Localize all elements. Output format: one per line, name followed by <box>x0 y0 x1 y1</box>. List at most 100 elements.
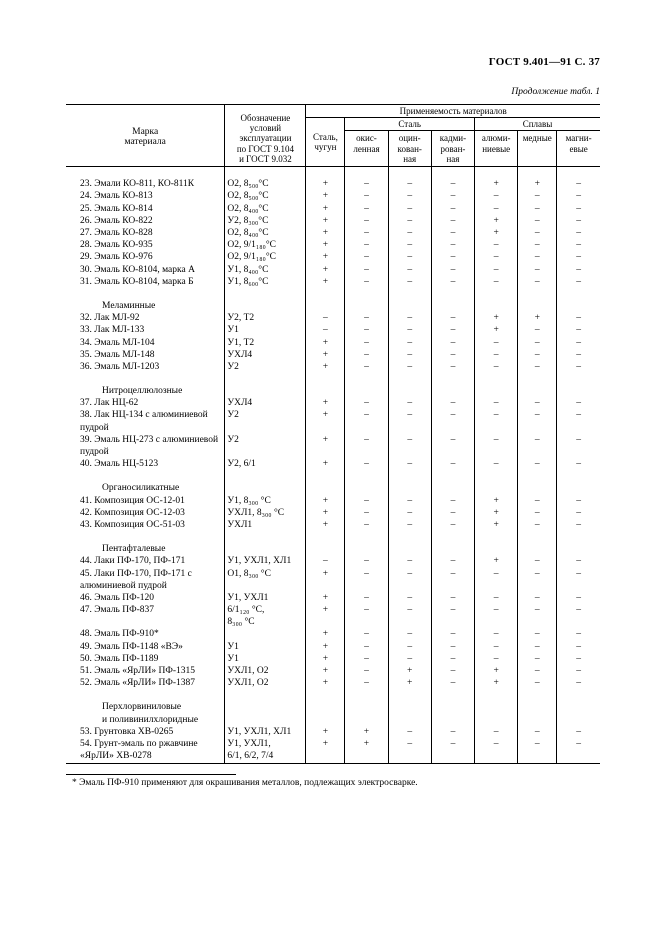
col-sub-0: окис- ленная <box>345 131 388 167</box>
applicability-cell: – <box>388 410 431 422</box>
applicability-cell: – <box>345 569 388 581</box>
applicability-cell: – <box>557 240 600 252</box>
applicability-cell: – <box>431 435 474 447</box>
applicability-cell: + <box>518 313 557 325</box>
applicability-cell: – <box>431 313 474 325</box>
applicability-cell: – <box>345 556 388 568</box>
applicability-cell: – <box>345 362 388 374</box>
applicability-cell: + <box>475 678 518 690</box>
applicability-cell: – <box>388 179 431 191</box>
applicability-cell: – <box>431 459 474 471</box>
designation: О2, 8₄₀₀°С <box>225 228 306 240</box>
applicability-cell: – <box>431 216 474 228</box>
applicability-cell: – <box>388 629 431 641</box>
applicability-cell: – <box>388 191 431 203</box>
applicability-cell: – <box>345 204 388 216</box>
applicability-cell: + <box>306 252 345 264</box>
designation: У1, 8₄₀₀°С <box>225 265 306 277</box>
material-name: 29. Эмаль КО-976 <box>66 252 225 264</box>
applicability-cell: – <box>388 398 431 410</box>
material-name: пудрой <box>66 423 225 435</box>
applicability-cell: – <box>345 459 388 471</box>
applicability-cell: + <box>306 459 345 471</box>
applicability-cell: – <box>431 727 474 739</box>
section-title: Органосиликатные <box>66 483 225 495</box>
applicability-cell: – <box>388 325 431 337</box>
applicability-cell <box>431 581 474 593</box>
applicability-cell: + <box>306 569 345 581</box>
applicability-cell: – <box>518 216 557 228</box>
designation: 6/1₁₂₀ °С, <box>225 605 306 617</box>
applicability-cell <box>431 751 474 764</box>
applicability-cell: – <box>475 739 518 751</box>
applicability-cell: + <box>306 179 345 191</box>
designation: 8₃₀₀ °С <box>225 617 306 629</box>
footnote-separator <box>66 774 236 775</box>
applicability-cell: – <box>345 520 388 532</box>
applicability-cell: – <box>306 325 345 337</box>
applicability-cell: – <box>557 398 600 410</box>
applicability-cell <box>388 581 431 593</box>
applicability-cell: – <box>475 654 518 666</box>
applicability-cell <box>306 617 345 629</box>
material-name: 40. Эмаль НЦ-5123 <box>66 459 225 471</box>
section-title: Пентафталевые <box>66 544 225 556</box>
applicability-cell <box>557 617 600 629</box>
applicability-cell: – <box>475 240 518 252</box>
applicability-cell <box>518 581 557 593</box>
designation: 6/1, 6/2, 7/4 <box>225 751 306 764</box>
applicability-cell <box>431 617 474 629</box>
applicability-cell: – <box>431 666 474 678</box>
applicability-cell: + <box>306 362 345 374</box>
applicability-cell: – <box>557 252 600 264</box>
material-name: 52. Эмаль «ЯрЛИ» ПФ-1387 <box>66 678 225 690</box>
applicability-cell: – <box>431 204 474 216</box>
applicability-cell: – <box>345 191 388 203</box>
designation: У1, УХЛ1 <box>225 593 306 605</box>
applicability-cell: – <box>475 459 518 471</box>
applicability-cell: – <box>345 228 388 240</box>
applicability-cell: – <box>431 277 474 289</box>
applicability-cell <box>557 581 600 593</box>
applicability-cell: – <box>557 216 600 228</box>
applicability-cell: – <box>475 629 518 641</box>
material-name: 41. Композиция ОС-12-01 <box>66 496 225 508</box>
material-name: 36. Эмаль МЛ-1203 <box>66 362 225 374</box>
applicability-cell: – <box>557 508 600 520</box>
col-designation: Обозначение условий эксплуатации по ГОСТ… <box>225 104 306 167</box>
applicability-cell: – <box>518 435 557 447</box>
applicability-cell: – <box>431 556 474 568</box>
applicability-cell: – <box>388 605 431 617</box>
applicability-cell: + <box>306 277 345 289</box>
applicability-cell: – <box>431 398 474 410</box>
applicability-cell: – <box>431 410 474 422</box>
applicability-cell: – <box>475 605 518 617</box>
material-name: 26. Эмаль КО-822 <box>66 216 225 228</box>
material-name: 38. Лак НЦ-134 с алюминиевой <box>66 410 225 422</box>
applicability-cell: – <box>475 410 518 422</box>
applicability-cell: + <box>306 410 345 422</box>
applicability-cell: – <box>475 435 518 447</box>
applicability-cell: – <box>557 410 600 422</box>
applicability-cell: – <box>557 593 600 605</box>
material-name: 35. Эмаль МЛ-148 <box>66 350 225 362</box>
applicability-cell: – <box>518 556 557 568</box>
applicability-cell: – <box>431 569 474 581</box>
applicability-cell: – <box>475 252 518 264</box>
applicability-cell: – <box>518 410 557 422</box>
designation: О2, 8₅₀₀°С <box>225 191 306 203</box>
applicability-cell: + <box>306 496 345 508</box>
applicability-cell: + <box>306 338 345 350</box>
applicability-cell: – <box>345 435 388 447</box>
applicability-cell: – <box>557 520 600 532</box>
applicability-cell: – <box>431 338 474 350</box>
designation <box>225 629 306 641</box>
applicability-cell: – <box>557 179 600 191</box>
applicability-cell: + <box>518 179 557 191</box>
applicability-cell: – <box>388 556 431 568</box>
applicability-cell: – <box>431 325 474 337</box>
applicability-cell: + <box>475 313 518 325</box>
applicability-cell: + <box>306 398 345 410</box>
applicability-cell: + <box>306 666 345 678</box>
applicability-cell <box>475 617 518 629</box>
